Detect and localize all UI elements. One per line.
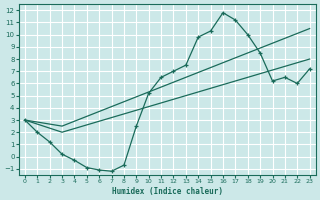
X-axis label: Humidex (Indice chaleur): Humidex (Indice chaleur)	[112, 187, 223, 196]
